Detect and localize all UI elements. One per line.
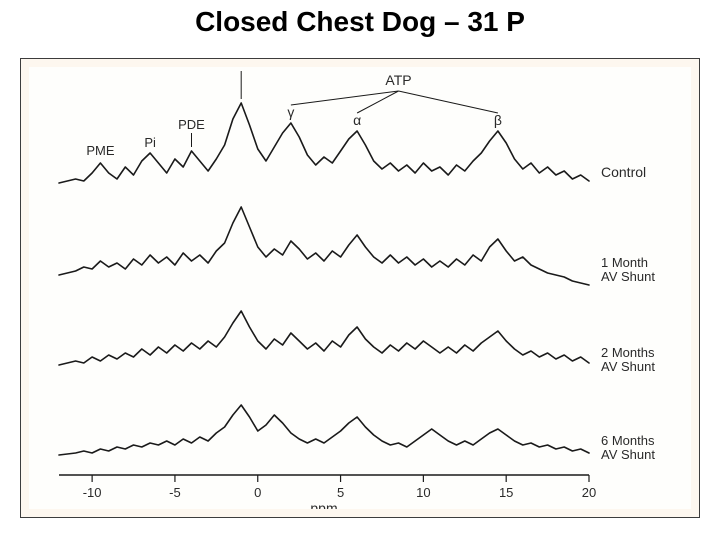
trace-label: AV Shunt xyxy=(601,269,655,284)
peak-label: PDE xyxy=(178,117,205,132)
x-axis-label: ppm xyxy=(310,500,337,509)
trace-label: 6 Months xyxy=(601,433,655,448)
title-text: Closed Chest Dog – 31 P xyxy=(195,6,525,37)
page-title: Closed Chest Dog – 31 P xyxy=(0,6,720,38)
peak-label: γ xyxy=(287,104,294,120)
atp-leader xyxy=(291,91,399,105)
peak-label: β xyxy=(494,112,502,128)
x-tick-label: -5 xyxy=(169,485,181,500)
x-tick-label: 5 xyxy=(337,485,344,500)
spectrum-trace xyxy=(59,311,589,365)
spectrum-trace xyxy=(59,207,589,285)
trace-label: AV Shunt xyxy=(601,447,655,462)
trace-label: 1 Month xyxy=(601,255,648,270)
peak-label: α xyxy=(353,112,361,128)
x-tick-label: 10 xyxy=(416,485,430,500)
trace-label: Control xyxy=(601,164,646,180)
atp-group-label: ATP xyxy=(385,72,411,88)
spectrum-trace xyxy=(59,103,589,183)
chart-plot-area: Control1 MonthAV Shunt2 MonthsAV Shunt6 … xyxy=(29,67,691,509)
x-tick-label: 0 xyxy=(254,485,261,500)
x-tick-label: -10 xyxy=(83,485,102,500)
spectra-svg: Control1 MonthAV Shunt2 MonthsAV Shunt6 … xyxy=(29,67,691,509)
trace-label: 2 Months xyxy=(601,345,655,360)
trace-label: AV Shunt xyxy=(601,359,655,374)
x-tick-label: 15 xyxy=(499,485,513,500)
x-tick-label: 20 xyxy=(582,485,596,500)
peak-label: PME xyxy=(86,143,115,158)
atp-leader xyxy=(399,91,498,113)
peak-label: PCr xyxy=(228,67,254,71)
spectra-chart: Control1 MonthAV Shunt2 MonthsAV Shunt6 … xyxy=(20,58,700,518)
spectrum-trace xyxy=(59,405,589,455)
peak-label: Pi xyxy=(144,135,156,150)
atp-leader xyxy=(357,91,398,113)
